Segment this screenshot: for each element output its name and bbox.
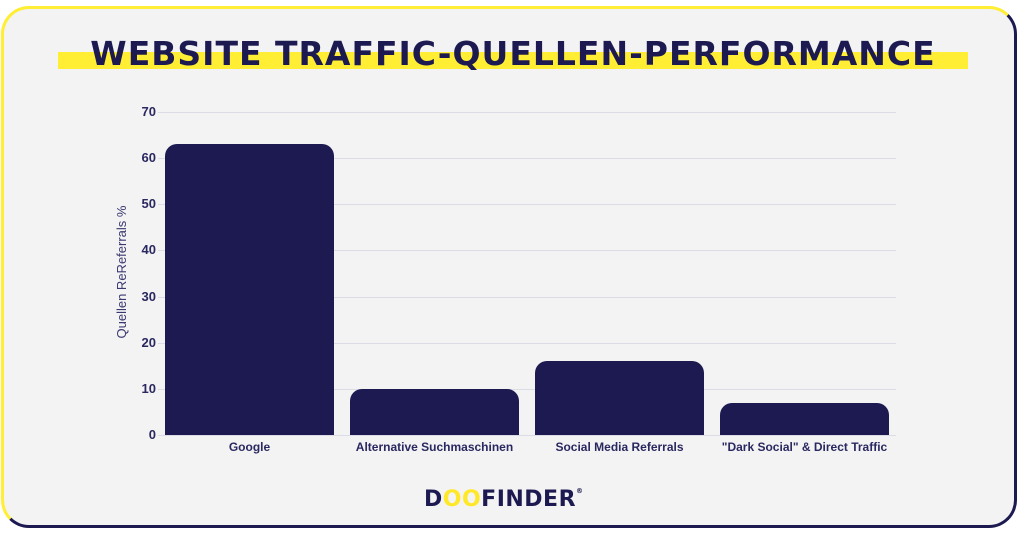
- title-highlight: [58, 52, 968, 69]
- gridline: [158, 204, 896, 206]
- title-block: WEBSITE TRAFFIC-QUELLEN-PERFORMANCE: [58, 34, 968, 74]
- gridline: [158, 296, 896, 298]
- y-tick-label: 10: [141, 380, 156, 396]
- y-tick-label: 50: [141, 196, 156, 212]
- x-tick-label: Google: [228, 440, 271, 454]
- y-tick-label: 30: [141, 288, 156, 304]
- bar: [350, 388, 519, 435]
- y-tick-label: 0: [148, 427, 156, 442]
- y-tick-label: 20: [141, 334, 156, 350]
- registered-mark: ®: [576, 487, 584, 495]
- gridline: [158, 112, 896, 113]
- logo-text-oo: OO: [442, 487, 482, 512]
- gridline: [158, 158, 896, 160]
- gridline: [158, 250, 896, 252]
- logo-text-finder: FINDER: [481, 487, 577, 512]
- gridline: [158, 342, 896, 344]
- y-tick-label: 60: [141, 150, 156, 166]
- doofinder-logo: DOOFINDER®: [424, 487, 584, 512]
- bar: [720, 402, 889, 435]
- bar: [165, 144, 334, 435]
- plot-area: [158, 112, 896, 436]
- y-axis-label: Quellen ReReferrals %: [114, 205, 129, 339]
- gridline: [158, 435, 896, 436]
- x-tick-label: Alternative Suchmaschinen: [355, 440, 514, 454]
- logo-text-d: D: [424, 487, 443, 512]
- x-tick-label: "Dark Social" & Direct Traffic: [721, 440, 888, 454]
- chart-title: WEBSITE TRAFFIC-QUELLEN-PERFORMANCE: [90, 34, 936, 73]
- y-tick-label: 40: [141, 242, 156, 258]
- gridline: [158, 388, 896, 390]
- bar: [535, 361, 704, 435]
- x-tick-label: Social Media Referrals: [555, 440, 684, 454]
- y-tick-label: 70: [141, 104, 156, 119]
